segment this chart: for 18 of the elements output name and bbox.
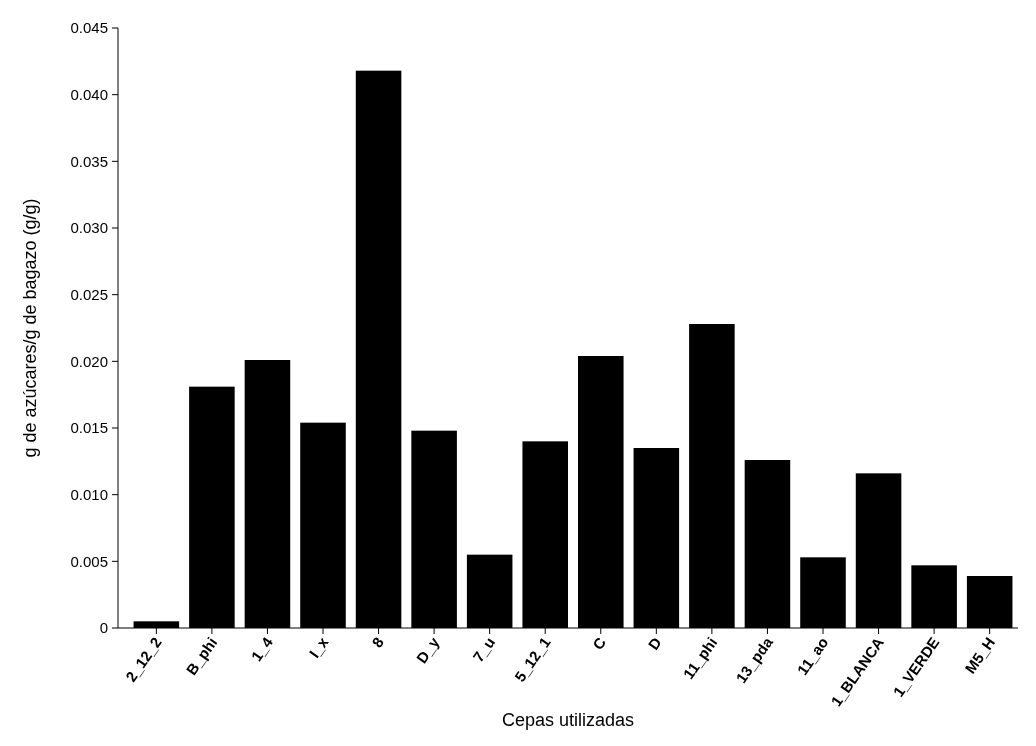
x-tick-label: 1_4 bbox=[247, 633, 277, 665]
y-tick-label: 0.005 bbox=[70, 552, 108, 570]
y-tick-label: 0.020 bbox=[70, 352, 108, 370]
y-tick-label: 0.010 bbox=[70, 485, 108, 503]
y-tick-label: 0.045 bbox=[70, 19, 108, 37]
y-tick-label: 0.025 bbox=[70, 285, 108, 303]
y-tick-label: 0.035 bbox=[70, 152, 108, 170]
x-tick-label: 8 bbox=[368, 633, 388, 651]
x-axis-title: Cepas utilizadas bbox=[501, 710, 635, 730]
y-tick-label: 0.040 bbox=[70, 85, 108, 103]
x-tick-label: 7_u bbox=[469, 633, 499, 665]
y-tick-label: 0 bbox=[99, 619, 108, 637]
x-tick-label: D bbox=[644, 633, 665, 653]
y-tick-label: 0.015 bbox=[70, 419, 108, 437]
x-tick-label: C bbox=[589, 633, 610, 653]
x-tick-label: I_x bbox=[305, 633, 332, 661]
y-tick-label: 0.030 bbox=[70, 219, 108, 237]
y-axis-title: g de azúcares/g de bagazo (g/g) bbox=[20, 198, 40, 458]
